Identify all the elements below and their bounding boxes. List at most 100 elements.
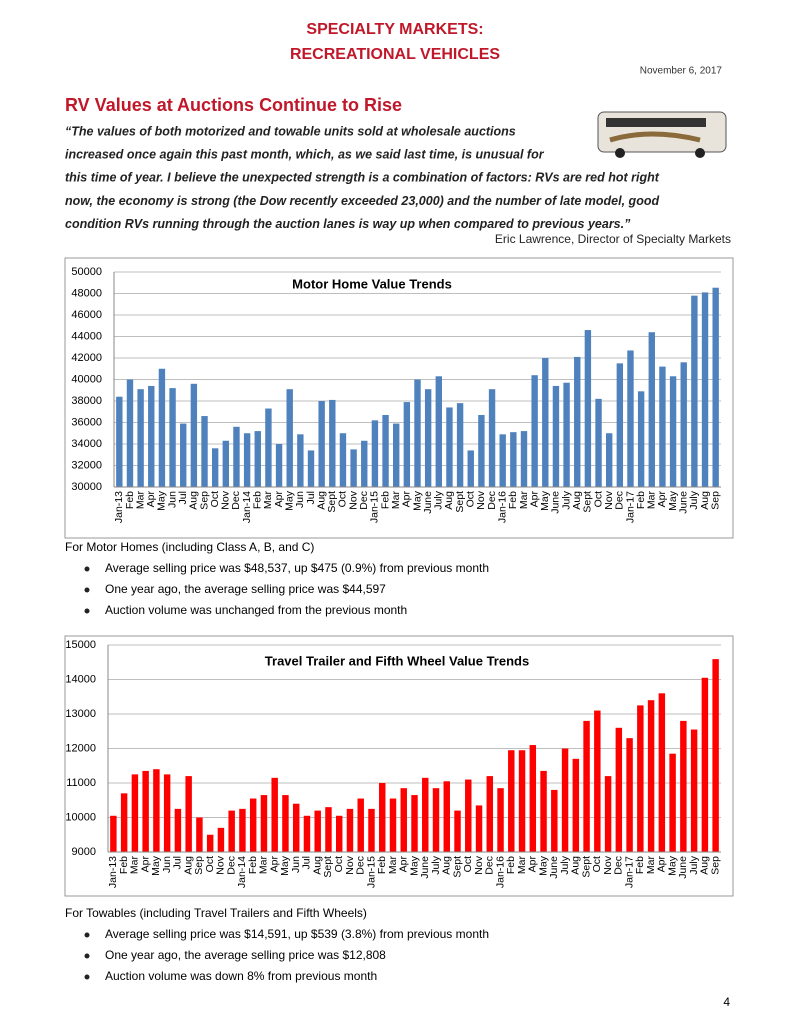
bar [467, 450, 474, 487]
x-tick-label: Sep [198, 491, 210, 510]
bar [254, 431, 261, 487]
bar [669, 376, 677, 487]
y-tick-label: 13000 [65, 708, 96, 720]
quote-line: “The values of both motorized and towabl… [65, 124, 516, 138]
bar [497, 788, 504, 852]
bar [346, 808, 354, 852]
y-tick-label: 34000 [71, 438, 102, 450]
bar [475, 805, 483, 852]
x-tick-label: Sept [451, 856, 463, 878]
y-tick-label: 10000 [65, 811, 96, 823]
x-tick-label: Oct [462, 856, 474, 872]
x-tick-label: Jun [290, 856, 302, 873]
x-tick-label: July [688, 855, 700, 874]
bar [712, 659, 719, 852]
x-tick-label: June [422, 491, 434, 514]
x-tick-label: Apr [145, 491, 157, 508]
y-tick-label: 38000 [71, 395, 102, 407]
bar [508, 750, 515, 852]
bar [382, 414, 389, 487]
bar [454, 810, 461, 852]
bullet [84, 608, 90, 614]
bar [414, 379, 421, 487]
section-intro: For Towables (including Travel Trailers … [65, 906, 367, 920]
x-tick-label: Nov [473, 855, 485, 874]
x-tick-label: Jul [305, 491, 317, 504]
bar [148, 385, 155, 487]
x-tick-label: Aug [699, 491, 711, 510]
bar [318, 401, 325, 487]
x-tick-label: Aug [443, 491, 455, 510]
y-tick-label: 40000 [71, 373, 102, 385]
x-tick-label: Jan-16 [494, 856, 506, 888]
bar [627, 350, 634, 487]
x-tick-label: Feb [634, 856, 646, 874]
bar [249, 798, 257, 852]
bar [142, 770, 149, 852]
bullet-text: One year ago, the average selling price … [105, 948, 386, 962]
x-tick-label: May [283, 490, 295, 511]
bar [422, 777, 429, 852]
bar [648, 332, 655, 487]
bullet [84, 566, 90, 572]
bar [583, 720, 590, 852]
x-tick-label: May [408, 855, 420, 876]
bar [206, 834, 214, 852]
bar [659, 366, 666, 487]
x-tick-label: Sep [709, 491, 721, 510]
bar [520, 431, 528, 487]
y-tick-label: 15000 [65, 639, 96, 651]
bar [368, 808, 375, 852]
bar [435, 376, 442, 487]
x-tick-label: Feb [247, 856, 259, 874]
x-tick-label: Aug [441, 856, 453, 875]
x-tick-label: Mar [387, 856, 399, 875]
x-tick-label: Oct [209, 491, 221, 507]
x-tick-label: Dec [484, 856, 496, 875]
bar [180, 423, 187, 487]
x-tick-label: Jan-13 [113, 491, 125, 523]
bar [185, 776, 192, 852]
x-tick-label: Apr [398, 856, 410, 873]
x-tick-label: Oct [592, 491, 604, 507]
x-tick-label: Feb [252, 491, 264, 509]
x-tick-label: Nov [603, 490, 615, 509]
x-tick-label: Feb [118, 856, 130, 874]
x-tick-label: Apr [268, 856, 280, 873]
bullet-text: Auction volume was down 8% from previous… [105, 969, 377, 983]
bar [275, 444, 283, 487]
x-tick-label: Jan-17 [623, 856, 635, 888]
x-tick-label: June [419, 856, 431, 879]
x-tick-label: Apr [139, 856, 151, 873]
x-tick-label: Sept [454, 491, 466, 513]
x-tick-label: Nov [347, 490, 359, 509]
quote-line: condition RVs running through the auctio… [65, 217, 631, 231]
bar [680, 362, 687, 487]
bar [691, 295, 698, 487]
x-tick-label: Apr [656, 491, 668, 508]
x-tick-label: Jan-17 [624, 491, 636, 523]
bar [561, 748, 569, 852]
bar [393, 423, 400, 487]
bullet-text: Average selling price was $48,537, up $4… [105, 561, 489, 575]
x-tick-label: Mar [518, 491, 530, 510]
x-tick-label: Aug [699, 856, 711, 875]
y-tick-label: 32000 [71, 459, 102, 471]
x-tick-label: Sep [193, 856, 205, 875]
bar [201, 416, 208, 487]
x-tick-label: Dec [225, 856, 237, 875]
x-tick-label: Oct [337, 491, 349, 507]
x-tick-label: Apr [401, 491, 413, 508]
x-tick-label: Feb [124, 491, 136, 509]
bar [286, 389, 293, 487]
bar [637, 391, 645, 487]
bar [303, 815, 311, 852]
x-tick-label: Aug [570, 856, 582, 875]
x-tick-label: Mar [129, 856, 141, 875]
bar [542, 358, 549, 487]
x-tick-label: Jun [166, 491, 178, 508]
x-tick-label: May [411, 490, 423, 511]
heading: RV Values at Auctions Continue to Rise [65, 95, 402, 115]
bar [424, 389, 432, 487]
bar [411, 795, 418, 852]
